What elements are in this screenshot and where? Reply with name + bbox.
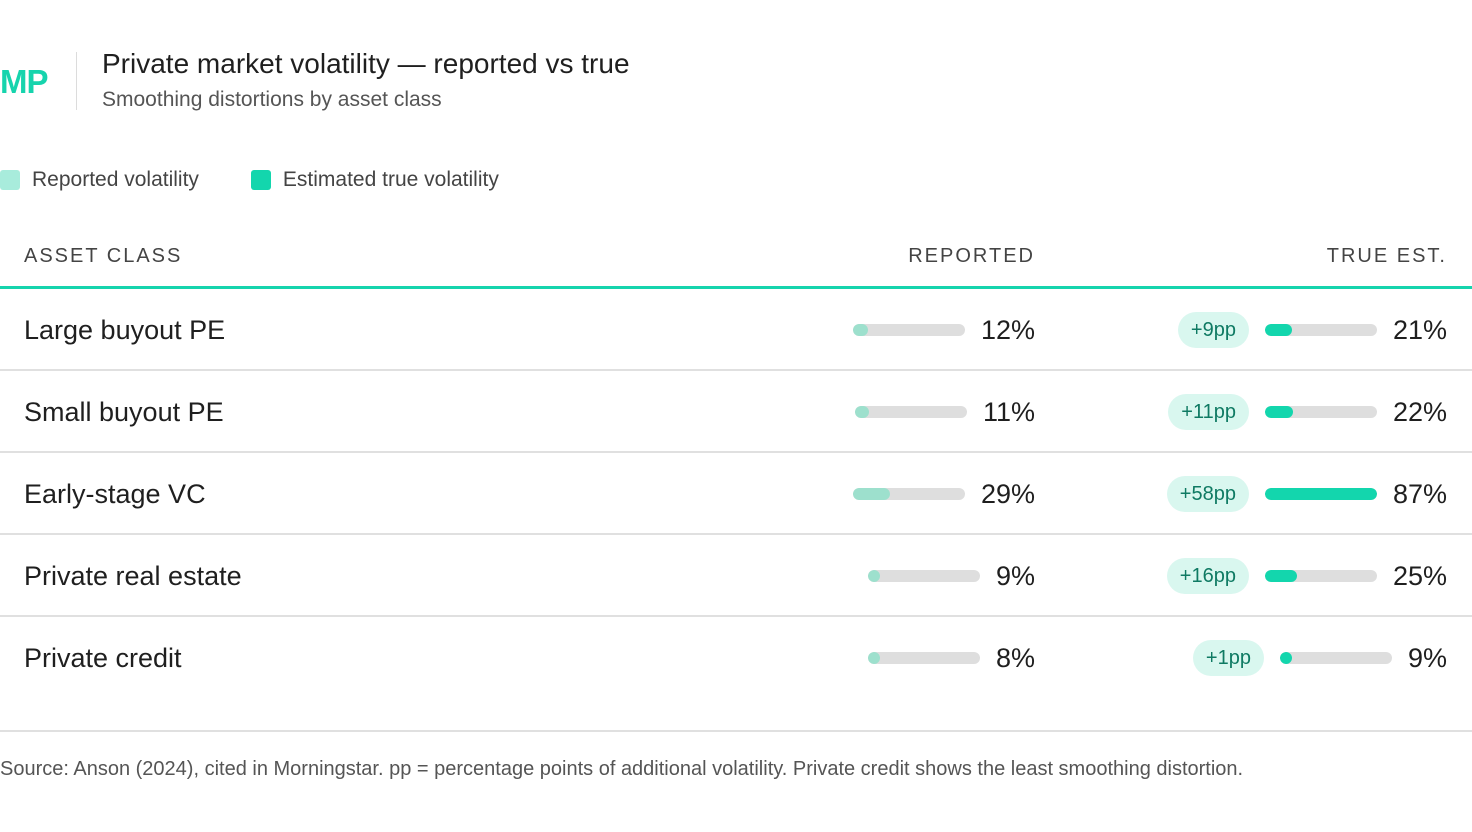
reported-bar bbox=[867, 570, 880, 582]
table-body: Large buyout PE 12% +9pp 21% Small buyout PE… bbox=[0, 289, 1472, 699]
column-header-true-est: TRUE EST. bbox=[1326, 245, 1447, 267]
reported-value: 12% bbox=[980, 314, 1035, 345]
difference-badge: +58pp bbox=[1166, 476, 1249, 512]
table-row: Small buyout PE 11% +11pp 22% bbox=[0, 371, 1472, 453]
true-cell: +9pp 21% bbox=[1177, 289, 1447, 371]
true-cell: +16pp 25% bbox=[1166, 535, 1447, 617]
true-bar-track bbox=[1279, 652, 1392, 664]
chart-header: MP Private market volatility — reported … bbox=[0, 48, 630, 112]
true-bar bbox=[1264, 570, 1298, 582]
true-bar-track bbox=[1264, 570, 1377, 582]
difference-badge: +9pp bbox=[1177, 312, 1249, 348]
reported-bar-track bbox=[852, 488, 965, 500]
table-row: Private real estate 9% +16pp 25% bbox=[0, 535, 1472, 617]
column-header-asset-class: ASSET CLASS bbox=[24, 245, 183, 267]
source-note: Source: Anson (2024), cited in Morningst… bbox=[0, 758, 1244, 780]
asset-class-label: Large buyout PE bbox=[24, 315, 226, 345]
reported-cell: 8% bbox=[867, 617, 1035, 699]
true-value: 25% bbox=[1392, 560, 1447, 591]
reported-value: 29% bbox=[980, 478, 1035, 509]
brand-logo: MP bbox=[0, 63, 49, 100]
legend-swatch-true bbox=[250, 170, 271, 190]
reported-bar-track bbox=[867, 570, 980, 582]
header-rule bbox=[0, 286, 1472, 289]
true-value: 21% bbox=[1392, 314, 1447, 345]
true-bar-track bbox=[1264, 488, 1377, 500]
reported-cell: 11% bbox=[854, 371, 1035, 453]
chart-legend: Reported volatility Estimated true volat… bbox=[0, 168, 551, 192]
true-cell: +58pp 87% bbox=[1166, 453, 1447, 535]
reported-bar bbox=[852, 488, 891, 500]
reported-bar-track bbox=[867, 652, 980, 664]
reported-value: 9% bbox=[995, 560, 1035, 591]
difference-badge: +16pp bbox=[1166, 558, 1249, 594]
difference-badge: +11pp bbox=[1168, 394, 1249, 430]
true-bar bbox=[1264, 488, 1377, 500]
asset-class-label: Small buyout PE bbox=[24, 397, 224, 427]
asset-class-label: Private credit bbox=[24, 643, 182, 673]
reported-value: 8% bbox=[995, 642, 1035, 673]
legend-item-reported: Reported volatility bbox=[0, 168, 199, 192]
true-bar bbox=[1279, 652, 1292, 664]
true-bar bbox=[1264, 406, 1294, 418]
reported-cell: 9% bbox=[867, 535, 1035, 617]
legend-item-true: Estimated true volatility bbox=[250, 168, 499, 192]
true-value: 22% bbox=[1392, 396, 1447, 427]
true-cell: +11pp 22% bbox=[1168, 371, 1447, 453]
table-row: Private credit 8% +1pp 9% bbox=[0, 617, 1472, 699]
footer-rule bbox=[0, 730, 1472, 732]
asset-class-label: Private real estate bbox=[24, 561, 242, 591]
reported-bar-track bbox=[852, 324, 965, 336]
chart-subtitle: Smoothing distortions by asset class bbox=[102, 88, 442, 111]
table-row: Large buyout PE 12% +9pp 21% bbox=[0, 289, 1472, 371]
difference-badge: +1pp bbox=[1192, 640, 1264, 676]
true-cell: +1pp 9% bbox=[1192, 617, 1447, 699]
true-bar-track bbox=[1264, 406, 1377, 418]
column-header-reported: REPORTED bbox=[908, 245, 1035, 267]
legend-swatch-reported bbox=[0, 170, 20, 190]
true-bar-track bbox=[1264, 324, 1377, 336]
reported-bar bbox=[852, 324, 869, 336]
reported-bar bbox=[854, 406, 870, 418]
reported-value: 11% bbox=[982, 396, 1035, 427]
true-value: 9% bbox=[1407, 642, 1447, 673]
reported-bar-track bbox=[854, 406, 967, 418]
legend-label-reported: Reported volatility bbox=[32, 168, 199, 191]
reported-cell: 29% bbox=[852, 453, 1035, 535]
header-divider bbox=[76, 52, 77, 110]
asset-class-label: Early-stage VC bbox=[24, 479, 206, 509]
reported-cell: 12% bbox=[852, 289, 1035, 371]
legend-label-true: Estimated true volatility bbox=[282, 168, 499, 191]
table-row: Early-stage VC 29% +58pp 87% bbox=[0, 453, 1472, 535]
reported-bar bbox=[867, 652, 880, 664]
true-bar bbox=[1264, 324, 1292, 336]
title-block: Private market volatility — reported vs … bbox=[102, 48, 630, 111]
true-value: 87% bbox=[1392, 478, 1447, 509]
chart-title: Private market volatility — reported vs … bbox=[102, 48, 630, 79]
